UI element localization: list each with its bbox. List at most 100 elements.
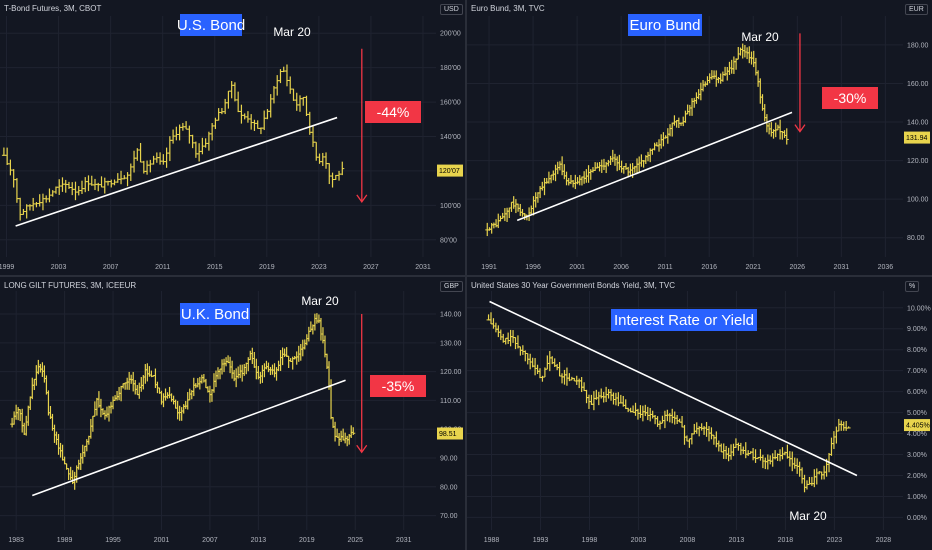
x-tick-label: 1989 [57,537,73,544]
y-tick-label: 180.00 [907,42,929,49]
x-tick-label: 2007 [202,537,218,544]
x-tick-label: 2001 [569,264,585,271]
chart-panel-uk-bond[interactable]: LONG GILT FUTURES, 3M, ICEEUR GBP 70.00 8… [0,277,465,550]
x-tick-label: 2036 [878,264,894,271]
peak-label: Mar 20 [741,30,779,44]
y-tick-label: 70.00 [440,513,458,520]
x-tick-label: 2013 [729,537,745,544]
y-tick-label: 80.00 [440,484,458,491]
change-label: -35% [382,378,415,394]
euro-bund-chart: 80.00 100.00 120.00 140.00 160.00 180.00 1991 1… [467,14,930,271]
y-tick-label: 130.00 [440,340,462,347]
price-tag: 4.405% [906,423,930,430]
chart-label: Interest Rate or Yield [614,312,754,329]
x-tick-label: 2028 [876,537,892,544]
x-tick-label: 2023 [827,537,843,544]
price-tag-box [437,164,463,177]
trend-line [516,111,793,222]
price-tag: 131.94 [906,135,928,142]
peak-label: Mar 20 [273,25,311,39]
y-tick-label: 8.00% [907,347,927,354]
currency-label: EUR [905,4,928,15]
x-tick-label: 1983 [8,537,24,544]
horizontal-divider [0,275,932,277]
change-label-box [365,101,421,123]
y-tick-label: 6.00% [907,389,927,396]
x-tick-label: 2031 [396,537,412,544]
currency-label: % [905,281,920,292]
price-tag-box [437,427,463,440]
currency-label: USD [440,4,463,15]
y-tick-label: 200'00 [440,31,461,38]
price-tag-box [904,419,930,432]
price-tag-box [904,131,930,144]
chart-title: LONG GILT FUTURES, 3M, ICEEUR [4,281,137,290]
x-tick-label: 2011 [155,264,170,271]
x-tick-label: 1993 [533,537,549,544]
down-arrow-head [356,194,368,204]
x-tick-label: 2003 [631,537,647,544]
y-tick-label: 10.00% [907,305,931,312]
currency-label: GBP [440,281,463,292]
x-tick-label: 2013 [251,537,267,544]
y-tick-label: 180'00 [440,65,461,72]
x-tick-label: 2011 [658,264,673,271]
change-label: -30% [834,90,867,106]
x-tick-label: 1991 [481,264,497,271]
y-tick-label: 1.00% [907,494,927,501]
x-tick-label: 1988 [484,537,500,544]
y-tick-label: 160'00 [440,100,461,107]
y-tick-label: 110.00 [440,398,461,405]
y-tick-label: 7.00% [907,368,927,375]
down-arrow-head [794,124,806,133]
x-tick-label: 1996 [525,264,541,271]
x-tick-label: 2025 [347,537,363,544]
y-tick-label: 0.00% [907,515,927,522]
y-tick-label: 2.00% [907,473,927,480]
chart-panel-us-bond[interactable]: T-Bond Futures, 3M, CBOT USD 80'00 100'00… [0,0,465,275]
chart-label-box [180,303,250,325]
y-tick-label: 80.00 [907,235,925,242]
x-tick-label: 1999 [0,264,14,271]
y-tick-label: 100'00 [440,203,461,210]
y-tick-label: 4.00% [907,431,927,438]
y-tick-label: 100.00 [907,197,929,204]
chart-title: T-Bond Futures, 3M, CBOT [4,4,102,13]
y-tick-label: 160.00 [907,81,929,88]
y-tick-label: 9.00% [907,326,927,333]
chart-label: U.S. Bond [177,17,245,34]
x-tick-label: 2031 [834,264,850,271]
chart-panel-us-yield[interactable]: United States 30 Year Government Bonds Y… [467,277,932,550]
y-tick-label: 140.00 [907,120,929,127]
x-tick-label: 2015 [207,264,223,271]
uk-bond-chart: 70.0080.0090.00100.00110.00120.00130.001… [0,291,463,544]
chart-panel-euro-bund[interactable]: Euro Bund, 3M, TVC EUR 80.00 100.00 120.00… [467,0,932,275]
y-tick-label: 80'00 [440,237,457,244]
x-tick-label: 2026 [790,264,806,271]
y-tick-label: 3.00% [907,452,927,459]
price-tag: 120'07 [439,168,460,175]
x-tick-label: 2027 [363,264,379,271]
x-tick-label: 2016 [701,264,717,271]
chart-label-box [611,309,757,331]
y-tick-label: 120.00 [440,369,462,376]
price-tag: 98.51 [439,431,457,438]
x-tick-label: 2003 [51,264,67,271]
change-label: -44% [377,104,410,120]
x-tick-label: 2019 [299,537,315,544]
peak-label: Mar 20 [301,294,339,308]
x-tick-label: 2021 [745,264,761,271]
y-tick-label: 140'00 [440,134,461,141]
x-tick-label: 2018 [778,537,794,544]
x-tick-label: 2019 [259,264,275,271]
chart-label-box [628,14,702,36]
trend-line [489,300,858,477]
x-tick-label: 2001 [154,537,170,544]
chart-label: U.K. Bond [181,306,249,323]
us-bond-chart: 80'00100'00120'00140'00160'00180'00200'0… [0,14,463,271]
change-label-box [822,87,878,109]
y-tick-label: 120.00 [907,158,929,165]
x-tick-label: 1998 [582,537,598,544]
x-tick-label: 1995 [105,537,121,544]
chart-title: Euro Bund, 3M, TVC [471,4,545,13]
